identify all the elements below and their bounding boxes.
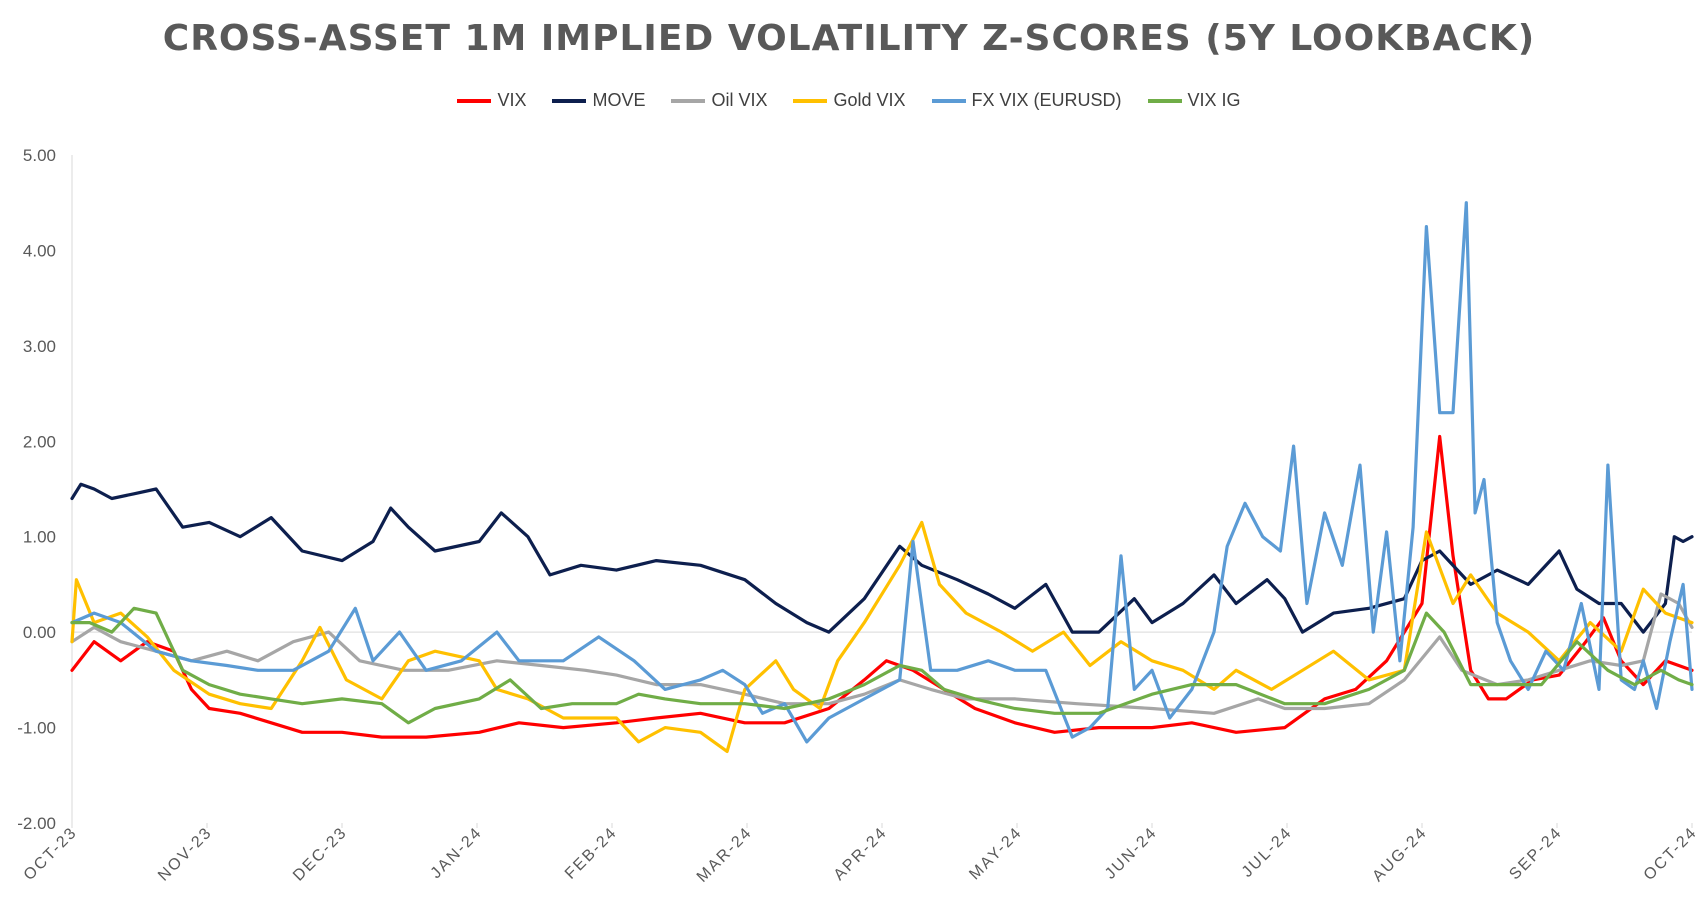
x-tick-label: AUG-24 xyxy=(1369,824,1430,885)
x-tick-label: NOV-23 xyxy=(155,824,216,885)
x-tick-label: MAR-24 xyxy=(694,824,756,886)
legend-label: VIX IG xyxy=(1187,90,1241,110)
chart-title: CROSS-ASSET 1M IMPLIED VOLATILITY Z-SCOR… xyxy=(162,18,1536,59)
y-tick-label: 5.00 xyxy=(23,146,56,165)
series-line-gold-vix xyxy=(70,520,1694,753)
series-line-oil-vix xyxy=(70,592,1694,715)
y-tick-label: 3.00 xyxy=(23,337,56,356)
y-tick-label: 0.00 xyxy=(23,623,56,642)
x-tick-label: OCT-24 xyxy=(1641,824,1698,884)
x-tick-label: JUL-24 xyxy=(1239,824,1296,881)
y-tick-label: -2.00 xyxy=(17,814,56,833)
legend-swatch xyxy=(671,98,706,103)
legend-label: VIX xyxy=(497,90,527,110)
series-line-vix-ig xyxy=(70,606,1694,725)
legend-item: Oil VIX xyxy=(671,90,767,111)
legend-item: FX VIX (EURUSD) xyxy=(931,90,1122,111)
legend-label: MOVE xyxy=(592,90,646,110)
legend-swatch xyxy=(457,98,492,103)
series-line-fx-vix-eurusd xyxy=(70,201,1694,744)
legend-swatch xyxy=(1147,98,1182,103)
x-tick-label: DEC-23 xyxy=(290,824,351,885)
legend-swatch xyxy=(931,98,966,103)
legend-item: VIX xyxy=(457,90,526,111)
x-tick-label: MAY-24 xyxy=(966,824,1025,883)
legend-item: MOVE xyxy=(552,90,645,111)
y-tick-label: 2.00 xyxy=(23,432,56,451)
y-tick-label: -1.00 xyxy=(17,719,56,738)
legend-swatch xyxy=(552,98,587,103)
legend-item: Gold VIX xyxy=(793,90,906,111)
x-tick-label: JAN-24 xyxy=(428,824,486,882)
y-tick-label: 1.00 xyxy=(23,528,56,547)
y-tick-label: 4.00 xyxy=(23,241,56,260)
x-tick-label: FEB-24 xyxy=(562,824,621,883)
legend-label: Gold VIX xyxy=(833,90,906,110)
legend-label: FX VIX (EURUSD) xyxy=(971,90,1122,110)
x-tick-label: APR-24 xyxy=(831,824,891,884)
legend-label: Oil VIX xyxy=(711,90,768,110)
x-tick-label: JUN-24 xyxy=(1102,824,1161,883)
legend-swatch xyxy=(793,98,828,103)
legend: VIX MOVE Oil VIX Gold VIX FX VIX (EURUSD) VIX… xyxy=(0,90,1698,111)
x-tick-label: SEP-24 xyxy=(1506,824,1565,883)
legend-item: VIX IG xyxy=(1147,90,1241,111)
series-line-vix xyxy=(70,434,1694,739)
